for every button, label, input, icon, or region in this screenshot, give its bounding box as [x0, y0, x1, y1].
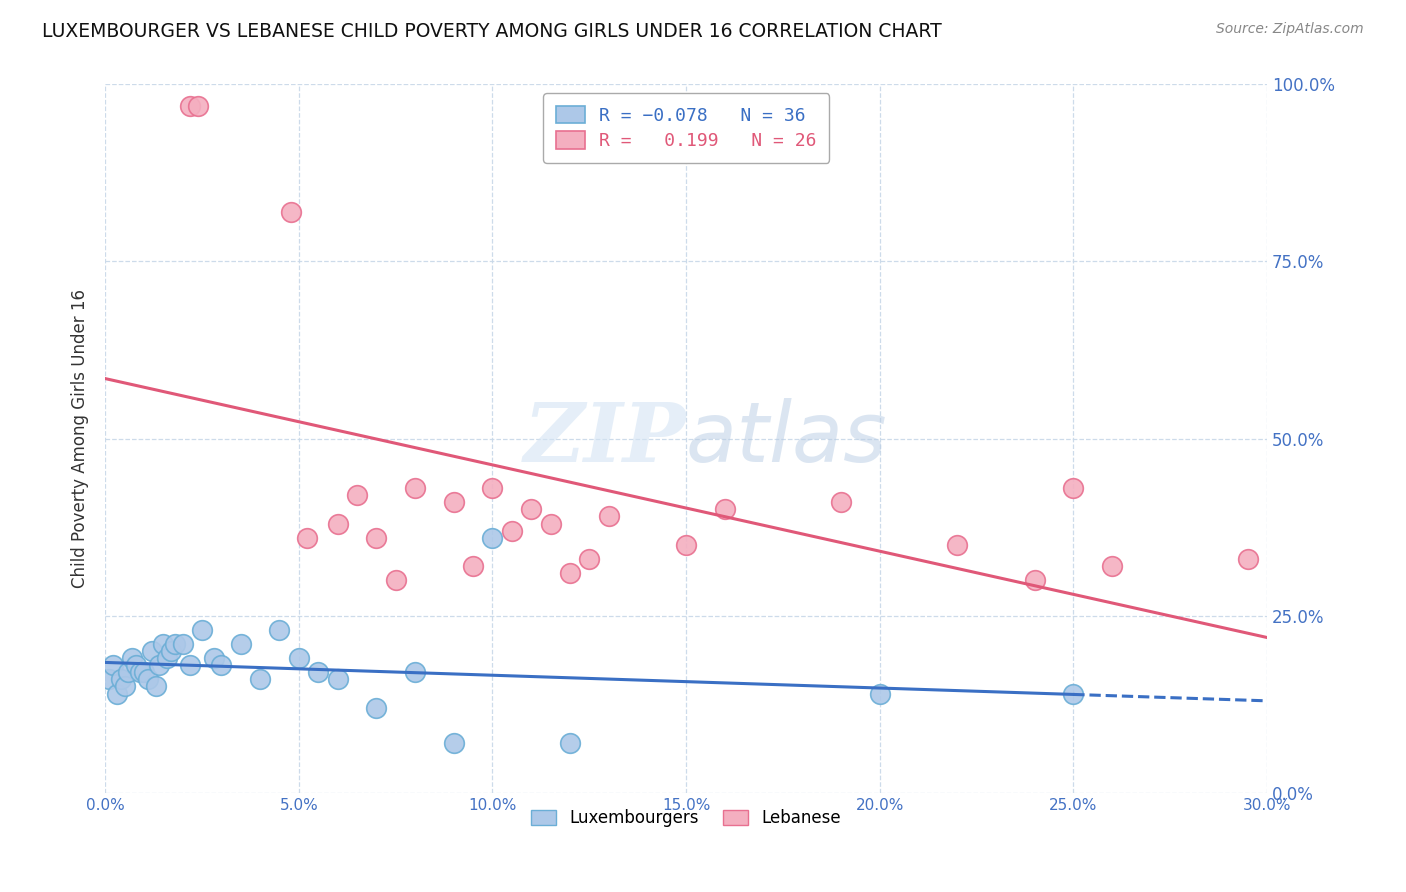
Point [269, 623, 291, 637]
Text: LUXEMBOURGER VS LEBANESE CHILD POVERTY AMONG GIRLS UNDER 16 CORRELATION CHART: LUXEMBOURGER VS LEBANESE CHILD POVERTY A… [42, 22, 942, 41]
Point [101, 658, 124, 673]
Point [481, 531, 503, 545]
Point [1236, 552, 1258, 566]
Point [404, 481, 426, 495]
Point [946, 538, 969, 552]
Text: Source: ZipAtlas.com: Source: ZipAtlas.com [1216, 22, 1364, 37]
Point [145, 680, 167, 694]
Point [156, 651, 179, 665]
Point [121, 651, 143, 665]
Point [125, 658, 148, 673]
Point [501, 524, 523, 538]
Point [132, 665, 155, 680]
Point [384, 573, 406, 587]
Point [346, 488, 368, 502]
Point [129, 665, 152, 680]
Point [160, 644, 183, 658]
Point [598, 509, 620, 524]
Point [830, 495, 852, 509]
Point [366, 531, 388, 545]
Text: atlas: atlas [686, 398, 887, 479]
Point [105, 686, 128, 700]
Point [114, 680, 136, 694]
Point [443, 495, 465, 509]
Y-axis label: Child Poverty Among Girls Under 16: Child Poverty Among Girls Under 16 [72, 289, 89, 588]
Point [326, 516, 349, 531]
Point [1024, 573, 1046, 587]
Point [136, 673, 159, 687]
Point [713, 502, 735, 516]
Point [229, 637, 252, 651]
Point [163, 637, 186, 651]
Point [558, 736, 581, 750]
Point [288, 651, 311, 665]
Point [540, 516, 562, 531]
Legend: Luxembourgers, Lebanese: Luxembourgers, Lebanese [524, 803, 848, 834]
Point [404, 665, 426, 680]
Point [461, 559, 484, 574]
Point [141, 644, 163, 658]
Point [1101, 559, 1123, 574]
Point [117, 665, 139, 680]
Point [110, 673, 132, 687]
Point [152, 637, 174, 651]
Point [307, 665, 329, 680]
Point [295, 531, 318, 545]
Point [558, 566, 581, 580]
Point [172, 637, 194, 651]
Point [280, 205, 302, 219]
Point [98, 673, 121, 687]
Point [1062, 686, 1084, 700]
Point [1062, 481, 1084, 495]
Point [869, 686, 891, 700]
Point [187, 98, 209, 112]
Point [209, 658, 232, 673]
Point [179, 98, 201, 112]
Point [202, 651, 225, 665]
Point [675, 538, 697, 552]
Point [578, 552, 600, 566]
Point [179, 658, 201, 673]
Point [481, 481, 503, 495]
Point [366, 700, 388, 714]
Text: ZIP: ZIP [523, 399, 686, 478]
Point [520, 502, 543, 516]
Point [443, 736, 465, 750]
Point [326, 673, 349, 687]
Point [191, 623, 214, 637]
Point [148, 658, 170, 673]
Point [249, 673, 271, 687]
